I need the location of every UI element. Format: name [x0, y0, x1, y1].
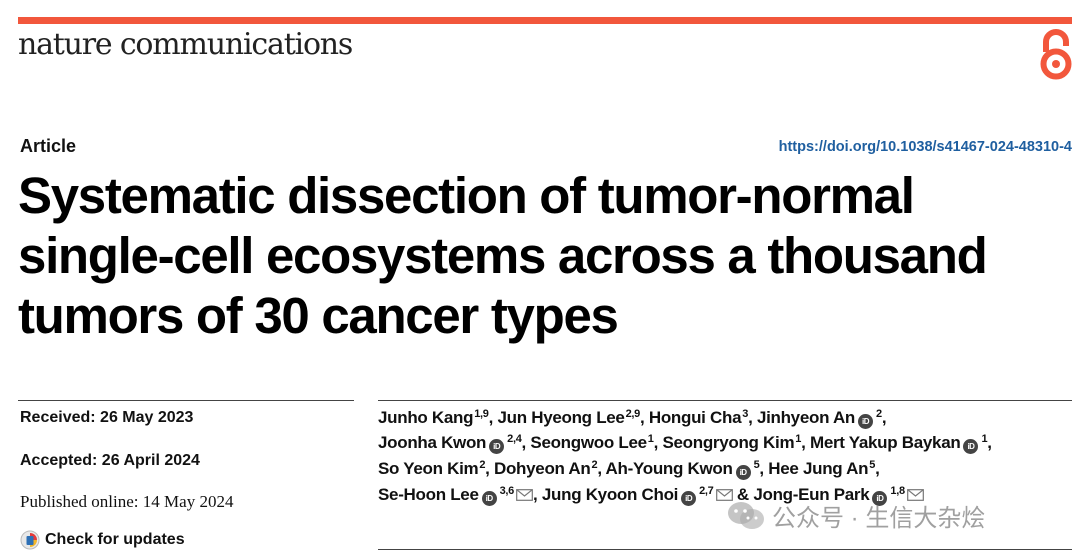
- orcid-icon[interactable]: iD: [681, 491, 697, 506]
- affiliation-superscript[interactable]: 3: [742, 408, 749, 420]
- authors-divider: [378, 400, 1072, 401]
- author-separator: ,: [521, 433, 531, 452]
- author-separator: ,: [488, 408, 498, 427]
- author-separator: ,: [987, 433, 992, 452]
- affiliation-superscript[interactable]: 1: [795, 433, 802, 445]
- open-access-icon[interactable]: [1036, 28, 1076, 80]
- article-type-label: Article: [20, 136, 77, 156]
- title-line-1: Systematic dissection of tumor-normal: [18, 167, 915, 224]
- affiliation-superscript[interactable]: 2: [479, 459, 486, 471]
- dates-divider: [18, 400, 354, 401]
- affiliation-superscript[interactable]: 1,8: [890, 485, 905, 497]
- orcid-icon[interactable]: iD: [963, 439, 979, 454]
- affiliation-superscript[interactable]: 1,9: [474, 408, 489, 420]
- author-name[interactable]: Ah-Young Kwon: [605, 459, 733, 478]
- author-separator: ,: [653, 433, 663, 452]
- author-line-2: Joonha Kwon iD2,4, Seongwoo Lee1, Seongry…: [378, 433, 992, 454]
- orcid-icon[interactable]: iD: [872, 491, 888, 506]
- journal-name[interactable]: nature communications: [18, 27, 353, 62]
- author-name[interactable]: Seongwoo Lee: [530, 433, 647, 452]
- author-name[interactable]: Mert Yakup Baykan: [809, 433, 961, 452]
- affiliation-superscript[interactable]: 5: [869, 459, 876, 471]
- email-icon[interactable]: [715, 489, 733, 501]
- author-name[interactable]: Joonha Kwon: [378, 433, 487, 452]
- check-updates-icon: [20, 530, 40, 550]
- email-icon[interactable]: [906, 489, 924, 501]
- orcid-icon[interactable]: iD: [735, 465, 751, 480]
- email-icon[interactable]: [516, 489, 533, 501]
- author-name[interactable]: Dohyeon An: [494, 459, 591, 478]
- affiliation-superscript[interactable]: 2,9: [625, 408, 641, 420]
- accepted-date: Accepted: 26 April 2024: [20, 452, 200, 469]
- orcid-icon[interactable]: iD: [489, 439, 505, 454]
- title-line-2: single-cell ecosystems across a thousand: [18, 227, 988, 284]
- author-separator: ,: [759, 459, 769, 478]
- check-for-updates-button[interactable]: Check for updates: [20, 530, 185, 550]
- author-name[interactable]: Jun Hyeong Lee: [497, 408, 625, 427]
- check-updates-label: Check for updates: [45, 531, 185, 548]
- author-name[interactable]: Hongui Cha: [648, 408, 742, 427]
- author-line-4: Se-Hoon Lee iD3,6, Jung Kyoon Choi iD2,7 &…: [378, 485, 924, 506]
- paper-title: Systematic dissection of tumor-normal si…: [18, 166, 1068, 346]
- affiliation-superscript[interactable]: 2: [876, 408, 882, 420]
- authors-bottom-divider: [378, 549, 1072, 550]
- author-separator: ,: [485, 459, 494, 478]
- author-separator: &: [732, 485, 754, 504]
- author-name[interactable]: Seongryong Kim: [662, 433, 795, 452]
- author-name[interactable]: So Yeon Kim: [378, 459, 479, 478]
- author-line-3: So Yeon Kim2, Dohyeon An2, Ah-Young Kwon…: [378, 459, 880, 480]
- author-name[interactable]: Jong-Eun Park: [753, 485, 870, 504]
- journal-accent-bar: [18, 17, 1072, 24]
- author-name[interactable]: Junho Kang: [378, 408, 474, 427]
- author-name[interactable]: Jung Kyoon Choi: [541, 485, 679, 504]
- author-name[interactable]: Hee Jung An: [768, 459, 869, 478]
- author-line-1: Junho Kang1,9, Jun Hyeong Lee2,9, Hongui…: [378, 408, 887, 429]
- published-date: Published online: 14 May 2024: [20, 492, 234, 511]
- author-separator: ,: [640, 408, 649, 427]
- affiliation-superscript[interactable]: 2,4: [507, 433, 522, 445]
- watermark-text: 公众号 · 生信大杂烩: [772, 505, 986, 532]
- affiliation-superscript[interactable]: 2,7: [699, 485, 714, 497]
- doi-link[interactable]: https://doi.org/10.1038/s41467-024-48310…: [778, 139, 1072, 155]
- received-date: Received: 26 May 2023: [20, 409, 194, 426]
- title-line-3: tumors of 30 cancer types: [18, 287, 619, 344]
- wechat-watermark: 公众号 · 生信大杂烩: [726, 498, 985, 533]
- author-separator: ,: [533, 485, 542, 504]
- author-separator: ,: [875, 459, 880, 478]
- author-separator: ,: [881, 408, 887, 427]
- affiliation-superscript[interactable]: 5: [753, 459, 760, 471]
- orcid-icon[interactable]: iD: [858, 414, 874, 429]
- author-separator: ,: [801, 433, 810, 452]
- affiliation-superscript[interactable]: 1: [647, 433, 654, 445]
- affiliation-superscript[interactable]: 3,6: [499, 485, 515, 497]
- affiliation-superscript[interactable]: 2: [591, 459, 598, 471]
- author-separator: ,: [597, 459, 606, 478]
- affiliation-superscript[interactable]: 1: [981, 433, 988, 445]
- author-name[interactable]: Jinhyeon An: [756, 408, 856, 427]
- author-separator: ,: [748, 408, 757, 427]
- wechat-icon: [728, 501, 764, 529]
- author-name[interactable]: Se-Hoon Lee: [378, 485, 479, 504]
- orcid-icon[interactable]: iD: [481, 491, 497, 506]
